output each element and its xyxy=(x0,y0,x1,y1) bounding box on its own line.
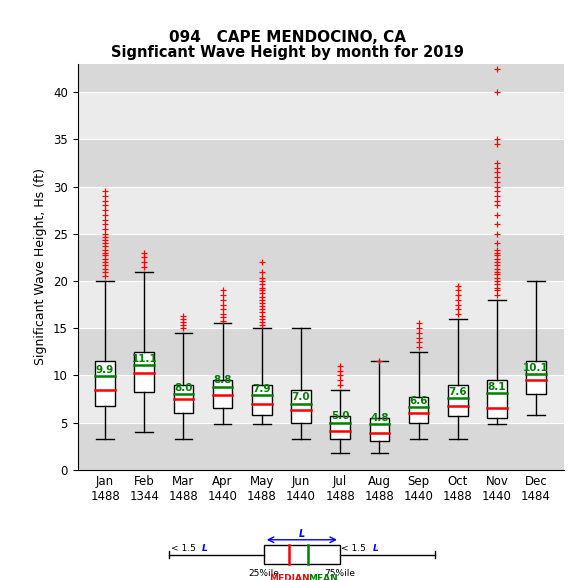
Bar xyxy=(526,361,546,394)
Text: L: L xyxy=(202,544,208,553)
Text: 6.6: 6.6 xyxy=(409,396,428,406)
Text: 25%ile: 25%ile xyxy=(248,570,279,578)
Text: 8.8: 8.8 xyxy=(213,375,232,385)
Bar xyxy=(78,328,564,375)
Bar xyxy=(78,139,564,187)
Bar xyxy=(174,385,193,413)
Text: 7.6: 7.6 xyxy=(448,387,467,397)
Text: Signficant Wave Height by month for 2019: Signficant Wave Height by month for 2019 xyxy=(111,45,464,60)
Bar xyxy=(78,45,564,92)
Bar xyxy=(448,385,467,416)
Bar xyxy=(291,390,310,423)
Bar xyxy=(95,361,115,405)
Text: 10.1: 10.1 xyxy=(523,363,549,373)
Text: 7.0: 7.0 xyxy=(292,392,310,403)
Bar xyxy=(213,380,232,408)
Y-axis label: Significant Wave Height, Hs (ft): Significant Wave Height, Hs (ft) xyxy=(34,168,48,365)
Bar xyxy=(409,397,428,423)
Text: 11.1: 11.1 xyxy=(131,354,157,364)
Text: 8.1: 8.1 xyxy=(488,382,506,392)
Bar xyxy=(78,92,564,139)
Bar xyxy=(370,418,389,441)
Text: 9.9: 9.9 xyxy=(96,365,114,375)
Text: 5.0: 5.0 xyxy=(331,411,350,421)
Text: < 1.5: < 1.5 xyxy=(171,544,198,553)
Text: L: L xyxy=(373,544,379,553)
Bar xyxy=(264,545,340,564)
Bar xyxy=(135,352,154,393)
Bar xyxy=(487,380,507,418)
Bar xyxy=(331,416,350,438)
Bar xyxy=(78,375,564,423)
Text: 4.8: 4.8 xyxy=(370,413,389,423)
Text: MEDIAN: MEDIAN xyxy=(269,574,309,580)
Text: 8.0: 8.0 xyxy=(174,383,193,393)
Text: 7.9: 7.9 xyxy=(252,384,271,394)
Bar xyxy=(78,234,564,281)
Bar xyxy=(252,385,271,415)
Text: < 1.5: < 1.5 xyxy=(342,544,369,553)
Text: 75%ile: 75%ile xyxy=(324,570,355,578)
Text: L: L xyxy=(299,529,305,539)
Bar xyxy=(78,187,564,234)
Bar xyxy=(78,423,564,470)
Text: MEAN: MEAN xyxy=(308,574,338,580)
Bar xyxy=(78,281,564,328)
Text: 094   CAPE MENDOCINO, CA: 094 CAPE MENDOCINO, CA xyxy=(169,30,406,45)
